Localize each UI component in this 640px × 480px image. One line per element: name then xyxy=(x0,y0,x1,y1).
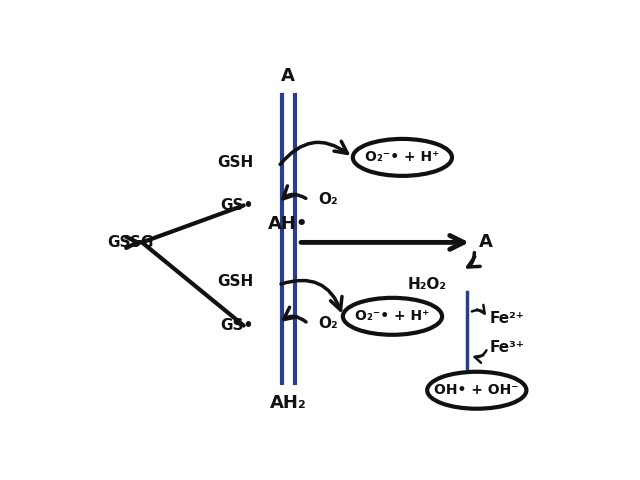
Text: Fe³⁺: Fe³⁺ xyxy=(489,340,524,355)
Text: A: A xyxy=(479,233,493,252)
Text: GSSG: GSSG xyxy=(108,235,154,250)
Text: Fe²⁺: Fe²⁺ xyxy=(489,311,524,325)
Text: OH• + OH⁻: OH• + OH⁻ xyxy=(435,383,519,397)
Text: AH₂: AH₂ xyxy=(270,394,307,412)
Text: GS•: GS• xyxy=(220,198,253,213)
Text: O₂⁻• + H⁺: O₂⁻• + H⁺ xyxy=(365,150,440,164)
Text: O₂⁻• + H⁺: O₂⁻• + H⁺ xyxy=(355,309,429,324)
Text: O₂: O₂ xyxy=(318,316,338,331)
Text: AH•: AH• xyxy=(268,215,308,233)
Text: H₂O₂: H₂O₂ xyxy=(408,277,447,292)
Text: GSH: GSH xyxy=(218,156,253,170)
Text: O₂: O₂ xyxy=(318,192,338,207)
Text: GS•: GS• xyxy=(220,318,253,333)
Text: A: A xyxy=(282,67,295,85)
Text: GSH: GSH xyxy=(218,274,253,288)
